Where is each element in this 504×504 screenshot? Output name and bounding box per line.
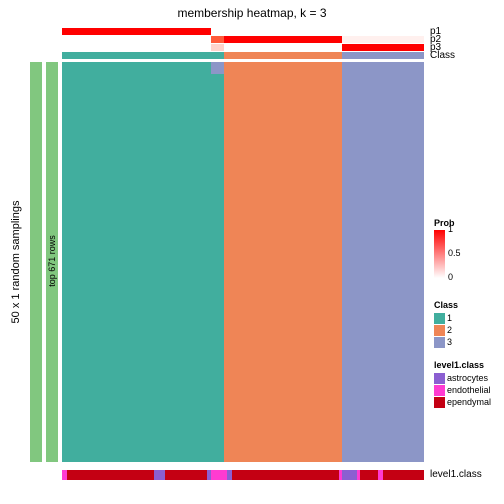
legend-swatch xyxy=(434,337,445,348)
legend-label: endothelial xyxy=(447,385,491,395)
legend-label: 3 xyxy=(447,337,452,347)
legend-level1-item: ependymal xyxy=(434,396,491,408)
chart-title: membership heatmap, k = 3 xyxy=(0,6,504,20)
segment xyxy=(232,470,338,480)
legend-level1-title: level1.class xyxy=(434,360,491,370)
legend-label: 2 xyxy=(447,325,452,335)
segment xyxy=(360,470,378,480)
heatmap-column xyxy=(211,62,342,462)
class-row-label: Class xyxy=(430,50,455,61)
legend-prob-tick: 0.5 xyxy=(448,249,461,258)
segment xyxy=(224,44,343,51)
legend-class-item: 2 xyxy=(434,324,458,336)
legend-swatch xyxy=(434,313,445,324)
legend-level1-item: endothelial xyxy=(434,384,491,396)
segment xyxy=(342,52,424,59)
segment xyxy=(342,470,357,480)
left-bar xyxy=(30,62,42,462)
legend-class-item: 3 xyxy=(434,336,458,348)
legend-swatch xyxy=(434,397,445,408)
legend-label: ependymal xyxy=(447,397,491,407)
legend-class-item: 1 xyxy=(434,312,458,324)
segment xyxy=(342,44,424,51)
segment xyxy=(62,44,211,51)
segment xyxy=(211,44,224,51)
legend-swatch xyxy=(434,325,445,336)
main-heatmap xyxy=(62,62,424,462)
heatmap-column xyxy=(62,62,211,462)
legend-prob-tick: 0 xyxy=(448,273,453,282)
segment xyxy=(211,36,224,43)
left-bar-label: top 671 rows xyxy=(47,161,57,361)
legend-swatch xyxy=(434,385,445,396)
left-bar-label: 50 x 1 random samplings xyxy=(10,162,22,362)
legend-class-items: 1 2 3 xyxy=(434,312,458,348)
legend-prob-ticks: 10.50 xyxy=(448,230,478,278)
segment xyxy=(224,36,343,43)
segment xyxy=(211,470,227,480)
segment xyxy=(224,52,343,59)
segment xyxy=(62,36,211,43)
legend-label: astrocytes xyxy=(447,373,488,383)
segment xyxy=(211,28,342,35)
segment xyxy=(154,470,165,480)
legend-prob: Prob 10.50 xyxy=(434,218,455,278)
segment xyxy=(342,28,424,35)
legend-level1: level1.class astrocytes endothelial ependy… xyxy=(434,360,491,408)
legend-class-title: Class xyxy=(434,300,458,310)
legend-prob-gradient: 10.50 xyxy=(434,230,445,278)
segment xyxy=(383,470,424,480)
segment xyxy=(211,52,224,59)
segment xyxy=(62,28,211,35)
heatmap-overlay xyxy=(211,62,224,74)
legend-level1-items: astrocytes endothelial ependymal xyxy=(434,372,491,408)
segment xyxy=(62,52,211,59)
heatmap-column xyxy=(342,62,424,462)
bottom-row-label: level1.class xyxy=(430,469,482,480)
legend-label: 1 xyxy=(447,313,452,323)
legend-class: Class 1 2 3 xyxy=(434,300,458,348)
heatmap-overlay xyxy=(211,74,224,462)
heatmap-overlay xyxy=(211,454,217,462)
segment xyxy=(342,36,424,43)
segment xyxy=(165,470,207,480)
legend-level1-item: astrocytes xyxy=(434,372,491,384)
legend-prob-tick: 1 xyxy=(448,225,453,234)
legend-swatch xyxy=(434,373,445,384)
segment xyxy=(67,470,154,480)
